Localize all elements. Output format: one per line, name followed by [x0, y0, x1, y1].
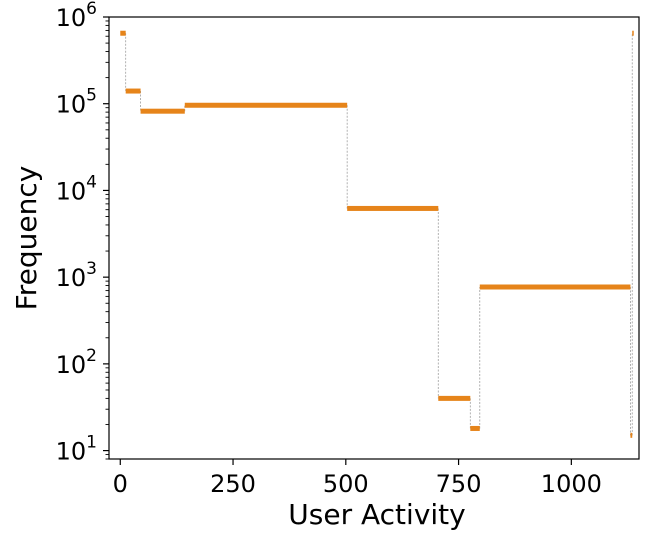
step-connectors: [125, 33, 633, 436]
data-segment: [347, 205, 439, 211]
data-segment: [438, 395, 471, 401]
x-tick-label: 1000: [541, 470, 602, 498]
y-tick-label: 101: [56, 433, 97, 466]
data-series: [120, 30, 634, 438]
plot-area: [109, 17, 639, 459]
data-segment: [632, 30, 634, 36]
y-tick-label: 102: [56, 346, 97, 379]
y-axis: 101 102 103 104 105 106: [56, 0, 109, 466]
data-segment: [140, 108, 185, 114]
data-segment: [184, 102, 348, 108]
y-tick-label: 105: [56, 86, 97, 119]
x-tick-label: 250: [210, 470, 256, 498]
data-segment: [470, 425, 480, 431]
data-segment: [125, 88, 141, 94]
x-axis: 0 250 500 750 1000: [113, 459, 602, 498]
x-tick-label: 0: [113, 470, 128, 498]
y-axis-label: Frequency: [10, 166, 43, 311]
data-segment: [479, 284, 631, 290]
y-tick-label: 106: [56, 0, 97, 32]
y-tick-label: 104: [56, 172, 97, 205]
data-segment: [120, 30, 126, 36]
data-segment: [630, 432, 633, 438]
x-axis-label: User Activity: [288, 498, 465, 531]
x-tick-label: 750: [436, 470, 482, 498]
y-tick-label: 103: [56, 259, 97, 292]
x-tick-label: 500: [323, 470, 369, 498]
plot-frame: [108, 16, 640, 460]
